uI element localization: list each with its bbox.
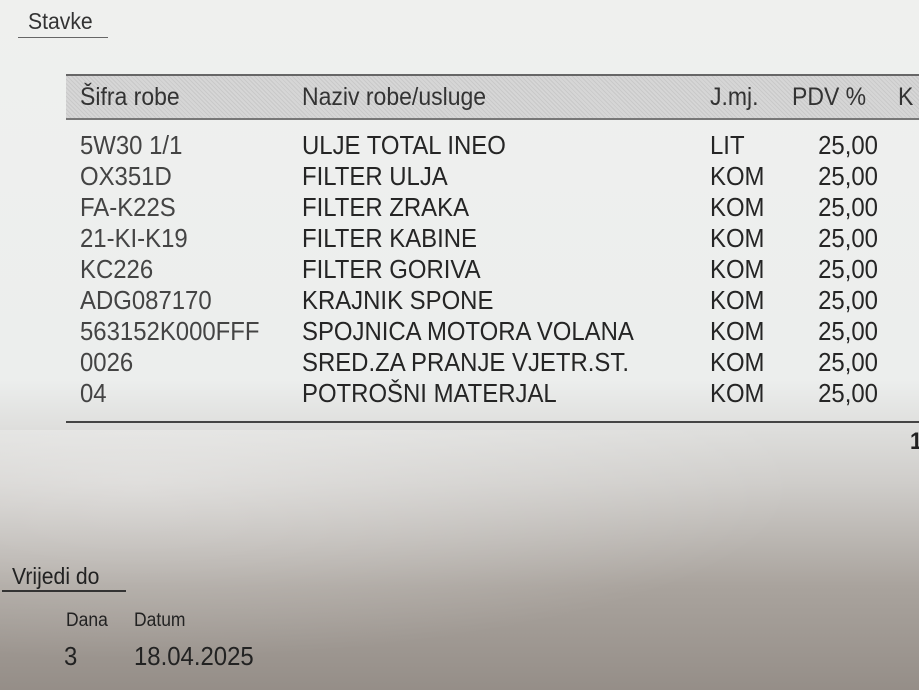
cell-name: FILTER ULJA: [302, 161, 448, 191]
cell-name: SRED.ZA PRANJE VJETR.ST.: [302, 347, 629, 377]
cell-name: SPOJNICA MOTORA VOLANA: [302, 316, 634, 346]
cell-code: 21-KI-K19: [80, 223, 188, 253]
cell-unit: KOM: [710, 223, 765, 253]
cell-name: FILTER KABINE: [302, 223, 478, 253]
cell-code: 563152K000FFF: [80, 316, 260, 346]
cell-code: ADG087170: [80, 285, 212, 315]
cell-unit: LIT: [710, 130, 745, 160]
cell-code: OX351D: [80, 161, 172, 191]
header-next: K: [898, 83, 914, 111]
cell-unit: KOM: [710, 285, 765, 315]
cell-vat: 25,00: [818, 254, 878, 284]
cell-unit: KOM: [710, 378, 765, 408]
section-underline: [18, 37, 108, 38]
days-label: Dana: [66, 610, 108, 631]
section-title-vrijedi-do: Vrijedi do: [12, 563, 100, 589]
cell-code: 04: [80, 378, 107, 408]
cell-vat: 25,00: [818, 192, 878, 222]
header-vat: PDV %: [792, 83, 867, 111]
cell-name: ULJE TOTAL INEO: [302, 130, 506, 160]
cell-code: FA-K22S: [80, 192, 176, 222]
cell-code: 0026: [80, 347, 134, 377]
cell-name: FILTER GORIVA: [302, 254, 481, 284]
section-underline: [2, 590, 126, 592]
table-header-band: [66, 74, 919, 120]
cell-vat: 25,00: [818, 223, 878, 253]
cell-vat: 25,00: [818, 161, 878, 191]
cell-code: KC226: [80, 254, 154, 284]
cell-vat: 25,00: [818, 378, 878, 408]
cell-unit: KOM: [710, 254, 765, 284]
cell-name: FILTER ZRAKA: [302, 192, 470, 222]
date-label: Datum: [134, 610, 186, 631]
date-value: 18.04.2025: [134, 641, 254, 671]
cell-vat: 25,00: [818, 285, 878, 315]
cell-vat: 25,00: [818, 316, 878, 346]
cell-unit: KOM: [710, 192, 765, 222]
header-name: Naziv robe/usluge: [302, 83, 487, 111]
header-unit: J.mj.: [710, 83, 759, 111]
cell-vat: 25,00: [818, 347, 878, 377]
table-bottom-rule: [66, 421, 919, 423]
cell-unit: KOM: [710, 347, 765, 377]
cell-vat: 25,00: [818, 130, 878, 160]
total-partial: 1: [910, 428, 919, 456]
header-code: Šifra robe: [80, 83, 180, 111]
days-value: 3: [64, 641, 78, 671]
cell-code: 5W30 1/1: [80, 130, 183, 160]
cell-name: KRAJNIK SPONE: [302, 285, 494, 315]
cell-name: POTROŠNI MATERJAL: [302, 378, 557, 408]
cell-unit: KOM: [710, 161, 765, 191]
cell-unit: KOM: [710, 316, 765, 346]
photo-shadow: [0, 430, 919, 690]
section-title-stavke: Stavke: [28, 8, 93, 34]
